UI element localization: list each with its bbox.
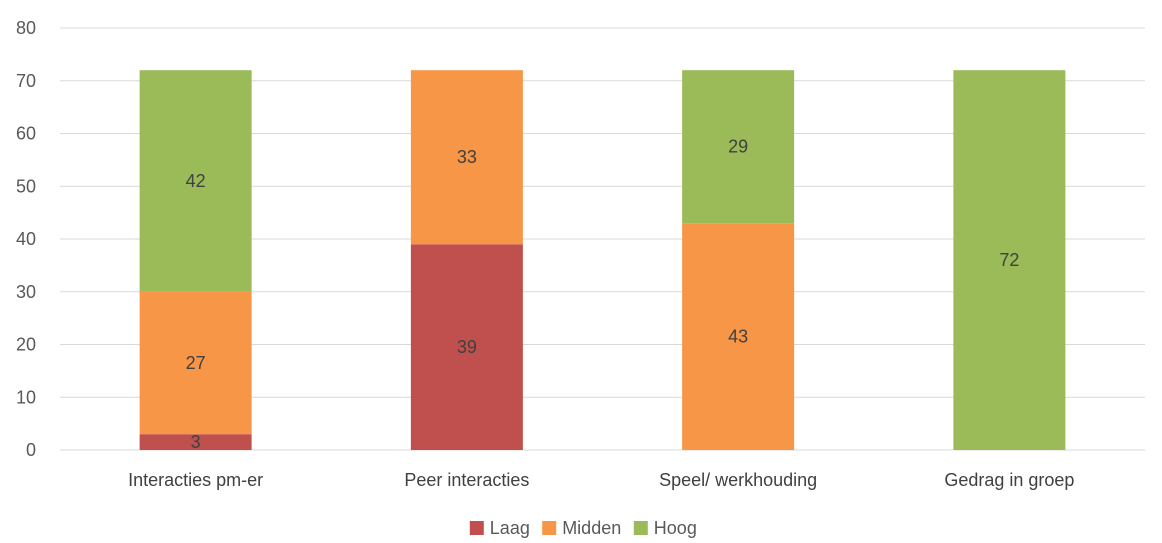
- bar-segment-hoog: [139, 70, 252, 292]
- x-category-label: Interacties pm-er: [128, 470, 263, 490]
- y-tick-label: 70: [16, 71, 36, 91]
- y-axis-ticks: 0 10 20 30 40 50 60 70 80: [16, 18, 36, 460]
- bar-segment-midden: [410, 70, 523, 245]
- x-category-label: Speel/ werkhouding: [659, 470, 817, 490]
- bar-segment-laag: [410, 244, 523, 450]
- y-tick-label: 0: [26, 440, 36, 460]
- x-axis-categories: Interacties pm-er Peer interacties Speel/ …: [128, 470, 1074, 490]
- legend-swatch-laag: [469, 521, 484, 535]
- data-label: 43: [728, 327, 748, 347]
- bar-segment-hoog: [953, 70, 1066, 450]
- y-tick-label: 50: [16, 176, 36, 196]
- legend-label-midden: Midden: [562, 518, 621, 538]
- bar-segment-midden: [682, 223, 795, 450]
- data-label: 27: [186, 353, 206, 373]
- x-category-label: Gedrag in groep: [944, 470, 1074, 490]
- bars: [139, 70, 1066, 450]
- data-label: 3: [191, 432, 201, 452]
- y-tick-label: 40: [16, 229, 36, 249]
- legend-swatch-hoog: [633, 521, 648, 535]
- data-label: 39: [457, 337, 477, 357]
- data-label: 72: [999, 250, 1019, 270]
- data-labels: 3 27 42 39 33 43 29 72: [186, 137, 1020, 452]
- y-tick-label: 10: [16, 387, 36, 407]
- legend-label-hoog: Hoog: [654, 518, 697, 538]
- bar-segment-midden: [139, 291, 252, 435]
- data-label: 33: [457, 147, 477, 167]
- x-category-label: Peer interacties: [404, 470, 529, 490]
- y-tick-label: 20: [16, 335, 36, 355]
- y-tick-label: 30: [16, 282, 36, 302]
- y-tick-label: 60: [16, 124, 36, 144]
- bar-segment-laag: [139, 434, 252, 450]
- legend-label-laag: Laag: [490, 518, 530, 538]
- legend: Laag Midden Hoog: [469, 518, 697, 538]
- legend-swatch-midden: [542, 521, 557, 535]
- bar-segment-hoog: [682, 70, 795, 224]
- y-tick-label: 80: [16, 18, 36, 38]
- data-label: 42: [186, 171, 206, 191]
- data-label: 29: [728, 137, 748, 157]
